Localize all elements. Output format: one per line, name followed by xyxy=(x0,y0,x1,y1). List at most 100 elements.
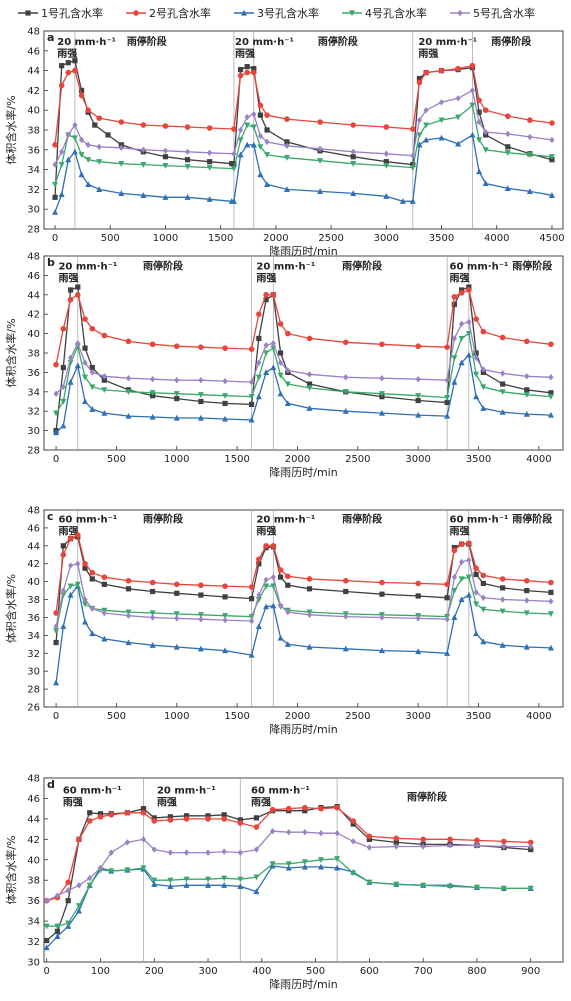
data-point xyxy=(480,594,486,601)
data-point xyxy=(409,198,416,204)
data-point xyxy=(476,97,482,104)
y-tick-label: 44 xyxy=(27,66,40,77)
data-point xyxy=(118,144,124,152)
data-point xyxy=(379,591,385,597)
data-point xyxy=(285,582,291,588)
data-point xyxy=(257,132,264,140)
x-axis-label: 降雨历时/min xyxy=(269,244,337,258)
data-point xyxy=(383,163,390,169)
data-point xyxy=(222,345,228,351)
data-point xyxy=(237,883,244,889)
x-tick-label: 3500 xyxy=(466,711,491,722)
data-point xyxy=(306,335,313,342)
data-point xyxy=(256,591,262,599)
data-point xyxy=(306,611,313,618)
data-point xyxy=(379,375,385,382)
data-point xyxy=(366,833,373,840)
data-point xyxy=(334,856,341,862)
data-point xyxy=(222,393,229,399)
data-point xyxy=(248,584,255,590)
data-point xyxy=(420,843,426,850)
data-point xyxy=(444,376,450,384)
data-point xyxy=(89,325,96,332)
data-point xyxy=(466,556,472,564)
data-point xyxy=(96,159,103,165)
data-point xyxy=(277,602,284,610)
data-point xyxy=(342,645,349,652)
data-point xyxy=(118,119,125,125)
data-point xyxy=(444,344,450,350)
series-3 xyxy=(53,582,554,686)
y-tick-label: 30 xyxy=(27,958,40,969)
data-point xyxy=(256,359,262,366)
panel-c: c 26 28 30 32 34 36 38 40 42 44 46 48 0 500 1000 1500 200… xyxy=(4,506,564,736)
data-point xyxy=(67,591,74,598)
data-point xyxy=(444,581,450,588)
data-point xyxy=(78,87,85,93)
data-point xyxy=(469,87,476,94)
data-point xyxy=(96,186,103,192)
stage-annotation: 60 mm·h⁻¹雨强 xyxy=(58,515,117,538)
data-point xyxy=(82,560,88,567)
data-point xyxy=(524,597,530,604)
data-point xyxy=(140,806,147,812)
data-point xyxy=(499,608,506,615)
data-point xyxy=(306,381,313,387)
data-point xyxy=(547,394,554,400)
series-5 xyxy=(52,87,555,168)
data-point xyxy=(231,126,237,132)
data-point xyxy=(393,881,400,888)
data-point xyxy=(350,122,356,128)
data-point xyxy=(480,572,487,579)
stage-annotation: 60 mm·h⁻¹雨强 xyxy=(251,785,310,808)
y-tick-label: 48 xyxy=(27,252,40,263)
y-tick-label: 46 xyxy=(27,271,40,282)
data-point xyxy=(263,350,270,357)
annotation-line-2: 雨强 xyxy=(235,48,255,60)
data-point xyxy=(269,861,276,868)
data-point xyxy=(548,341,554,348)
data-point xyxy=(473,630,480,637)
data-point xyxy=(125,577,132,584)
x-tick-label: 1500 xyxy=(224,454,249,465)
y-tick-label: 28 xyxy=(27,685,40,696)
data-point xyxy=(87,874,93,882)
data-point xyxy=(350,148,356,155)
data-point xyxy=(306,385,313,392)
y-tick-label: 38 xyxy=(27,595,40,606)
plot-frame xyxy=(43,255,564,451)
data-point xyxy=(480,384,487,391)
data-point xyxy=(438,117,445,124)
data-point xyxy=(264,127,270,133)
data-point xyxy=(469,102,476,109)
y-tick-label: 30 xyxy=(27,426,40,437)
y-axis-label: 体积含水率/% xyxy=(4,574,18,643)
data-point xyxy=(89,630,96,637)
y-tick-label: 40 xyxy=(27,329,40,340)
data-point xyxy=(343,613,349,620)
data-point xyxy=(549,120,555,126)
y-tick-label: 32 xyxy=(27,649,40,660)
data-point xyxy=(466,540,472,546)
data-point xyxy=(78,152,85,158)
data-point xyxy=(524,387,530,393)
stage-annotation: 60 mm·h⁻¹雨强 xyxy=(450,262,509,285)
data-point xyxy=(415,648,422,655)
data-point xyxy=(60,325,67,332)
x-tick-label: 3500 xyxy=(466,454,491,465)
legend-marker xyxy=(133,10,139,16)
data-point xyxy=(125,639,132,646)
annotation-line-1: 雨停阶段 xyxy=(342,260,382,273)
data-point xyxy=(473,565,479,572)
y-tick-label: 36 xyxy=(27,145,40,156)
data-point xyxy=(124,867,131,874)
annotation-line-2: 雨强 xyxy=(450,273,470,285)
annotation-line-1: 60 mm·h⁻¹ xyxy=(63,785,122,796)
data-point xyxy=(140,122,147,128)
data-point xyxy=(162,154,169,160)
data-point xyxy=(60,592,67,599)
data-point xyxy=(451,355,458,362)
data-point xyxy=(174,590,180,596)
data-point xyxy=(528,843,534,850)
